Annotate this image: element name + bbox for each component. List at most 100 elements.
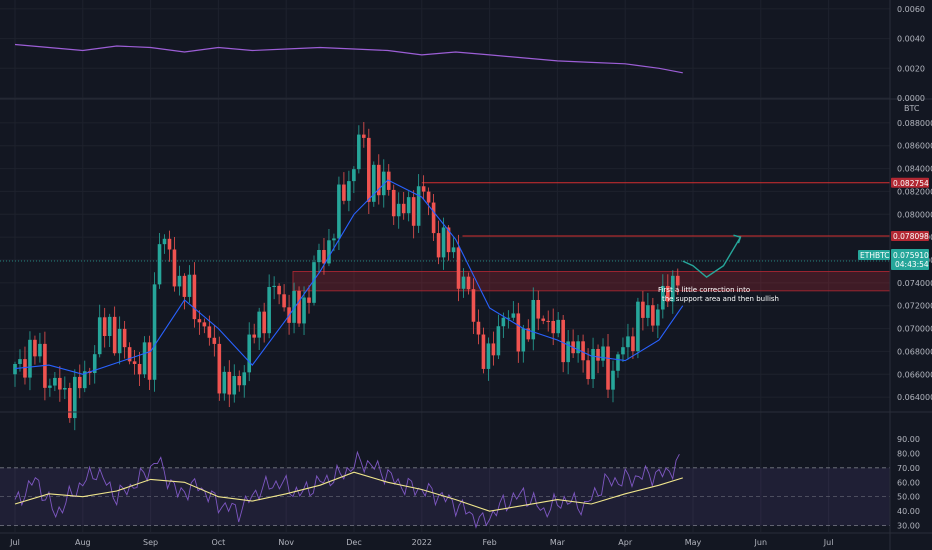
- candle-body: [262, 311, 266, 334]
- price-tick-label: 0.068000: [897, 347, 932, 356]
- candle-body: [187, 274, 192, 297]
- candle-body: [237, 376, 242, 386]
- time-tick-label: Sep: [143, 538, 158, 547]
- candle-body: [576, 341, 580, 354]
- candle-body: [112, 316, 117, 354]
- rsi-tick-label: 30.00: [897, 522, 920, 531]
- currency-label: BTC: [904, 104, 920, 113]
- candle-body: [651, 305, 655, 326]
- rsi-line: [14, 450, 680, 529]
- symbol-badge: ETHBTC: [860, 251, 889, 260]
- time-tick-label: Dec: [346, 538, 361, 547]
- candle-body: [406, 197, 411, 214]
- candle-body: [267, 287, 271, 334]
- oscillator-top-panel[interactable]: [14, 43, 683, 74]
- candle-body: [297, 290, 301, 324]
- candle-body: [646, 305, 650, 318]
- candle-body: [337, 184, 341, 239]
- price-tick-label: 0.070000: [897, 325, 932, 334]
- candle-body: [202, 322, 207, 327]
- candle-body: [272, 285, 276, 288]
- candle-body: [441, 227, 446, 258]
- ema-line: [14, 179, 684, 375]
- candle-body: [411, 197, 416, 226]
- candle-body: [357, 134, 361, 170]
- annotation-line-1: First a little correction into: [658, 286, 750, 294]
- candle-body: [127, 347, 132, 362]
- annotation: First a little correction into the suppo…: [658, 286, 779, 303]
- time-tick-label: Jul: [9, 538, 20, 547]
- candle-body: [197, 319, 202, 323]
- time-tick-label: Aug: [75, 538, 91, 547]
- candle-body: [391, 189, 396, 217]
- candle-body: [327, 240, 331, 264]
- price-tick-label: 0.066000: [897, 370, 932, 379]
- candle-body: [511, 313, 516, 318]
- rsi-tick-label: 70.00: [897, 464, 920, 473]
- candle-body: [192, 274, 197, 320]
- candle-body: [471, 289, 476, 322]
- candle-body: [456, 247, 461, 289]
- time-tick-label: Apr: [618, 538, 633, 547]
- candle-body: [616, 354, 620, 371]
- rsi-panel[interactable]: [14, 450, 683, 529]
- candle-body: [132, 361, 137, 364]
- candle-body: [227, 371, 232, 395]
- candle-body: [376, 164, 381, 196]
- gridlines: [0, 0, 890, 532]
- candle-body: [107, 316, 112, 337]
- candle-body: [446, 227, 451, 253]
- rsi-tick-label: 80.00: [897, 449, 920, 458]
- candle-body: [157, 244, 162, 285]
- candle-body: [102, 317, 107, 337]
- candle-body: [371, 164, 376, 202]
- candle-body: [97, 317, 102, 355]
- candle-body: [152, 284, 157, 380]
- candle-body: [122, 328, 127, 348]
- candle-body: [172, 249, 177, 287]
- candle-body: [466, 276, 471, 290]
- candle-body: [396, 203, 401, 217]
- candle-body: [561, 319, 565, 363]
- candle-body: [606, 346, 610, 390]
- candle-body: [177, 275, 182, 287]
- candle-body: [626, 336, 630, 348]
- candle-body: [72, 376, 77, 419]
- candle-body: [670, 275, 675, 302]
- candle-body: [546, 320, 551, 322]
- rsi-ma-line: [14, 471, 683, 512]
- candle-body: [591, 348, 595, 380]
- candle-body: [117, 328, 122, 354]
- candle-body: [242, 372, 247, 386]
- countdown-badge: 04:43:54: [895, 260, 929, 269]
- candle-body: [292, 290, 296, 323]
- candle-body: [58, 377, 62, 390]
- candle-body: [491, 343, 496, 356]
- candle-body: [48, 385, 52, 388]
- rsi-tick-label: 50.00: [897, 493, 920, 502]
- price-tick-label: 0.074000: [897, 279, 932, 288]
- time-tick-label: Jun: [754, 538, 768, 547]
- candle-body: [416, 186, 421, 226]
- candle-body: [536, 299, 541, 319]
- candle-body: [352, 169, 356, 182]
- price-panel[interactable]: [13, 122, 742, 431]
- candle-body: [496, 326, 501, 356]
- time-tick-label: 2022: [412, 538, 432, 547]
- candle-body: [531, 299, 536, 340]
- candle-body: [232, 376, 237, 395]
- rsi-tick-label: 60.00: [897, 478, 920, 487]
- candle-body: [675, 275, 680, 286]
- candle-body: [342, 184, 346, 201]
- price-tick-label: 0.088000: [897, 119, 932, 128]
- candle-body: [92, 354, 97, 374]
- candle-body: [656, 309, 660, 326]
- time-tick-label: Mar: [550, 538, 566, 547]
- candle-body: [332, 238, 336, 241]
- rsi-tick-label: 40.00: [897, 507, 920, 516]
- candle-body: [68, 387, 72, 419]
- candle-body: [431, 202, 436, 234]
- candle-body: [277, 285, 281, 295]
- candle-body: [77, 376, 82, 389]
